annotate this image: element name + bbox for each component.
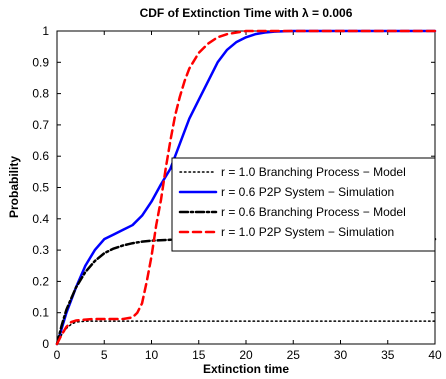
legend: r = 1.0 Branching Process − Model r = 0.6…: [171, 157, 436, 252]
y-tick-label-10: 1: [42, 24, 49, 38]
x-tick-label-7: 35: [381, 348, 395, 362]
series-line-3: [55, 29, 437, 346]
x-tick-label-6: 30: [334, 348, 348, 362]
y-axis-ticks: 0 0.1 0.2 0.3 0.4 0.5 0.6 0.7 0.8 0.9 1: [32, 24, 435, 351]
x-axis-label: Extinction time: [203, 362, 289, 376]
legend-label-1: r = 0.6 P2P System − Simulation: [221, 185, 394, 199]
y-tick-label-5: 0.5: [32, 181, 49, 195]
y-tick-label-2: 0.2: [32, 274, 49, 288]
legend-items: r = 1.0 Branching Process − Model r = 0.6…: [178, 165, 406, 239]
y-tick-label-3: 0.3: [32, 243, 49, 257]
y-tick-label-1: 0.1: [32, 306, 49, 320]
chart-title: CDF of Extinction Time with λ = 0.006: [140, 6, 353, 20]
legend-label-3: r = 1.0 P2P System − Simulation: [221, 225, 394, 239]
x-tick-label-5: 25: [287, 348, 301, 362]
x-axis-ticks: 0 5 10 15 20 25 30 35 40: [54, 31, 442, 362]
y-tick-label-9: 0.9: [32, 55, 49, 69]
y-axis-label: Probability: [7, 156, 21, 218]
legend-label-2: r = 0.6 Branching Process − Model: [221, 205, 406, 219]
x-tick-label-8: 40: [428, 348, 442, 362]
x-tick-label-2: 10: [145, 348, 159, 362]
legend-box: [171, 157, 436, 252]
y-tick-label-7: 0.7: [32, 118, 49, 132]
y-tick-label-8: 0.8: [32, 87, 49, 101]
series-line-0: [56, 320, 436, 345]
y-tick-label-6: 0.6: [32, 149, 49, 163]
legend-label-0: r = 1.0 Branching Process − Model: [221, 165, 406, 179]
x-tick-label-0: 0: [54, 348, 61, 362]
x-tick-label-1: 5: [101, 348, 108, 362]
y-tick-label-4: 0.4: [32, 212, 49, 226]
x-tick-label-4: 20: [239, 348, 253, 362]
y-tick-label-0: 0: [42, 337, 49, 351]
x-tick-label-3: 15: [192, 348, 206, 362]
